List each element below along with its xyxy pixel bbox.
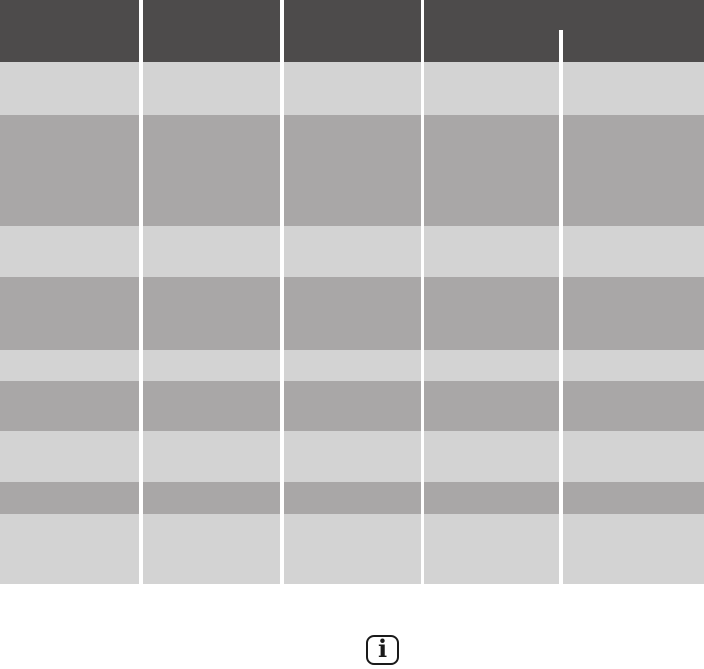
table-cell bbox=[142, 277, 280, 350]
header-cell-merged-4-5 bbox=[424, 0, 704, 62]
table-cell bbox=[424, 62, 560, 115]
data-table bbox=[0, 0, 704, 584]
table-cell bbox=[424, 226, 560, 277]
table-cell bbox=[424, 482, 560, 514]
table-cell bbox=[0, 381, 139, 431]
table-cell bbox=[0, 431, 139, 482]
table-cell bbox=[283, 62, 421, 115]
table-cell bbox=[0, 226, 139, 277]
table-cell bbox=[563, 381, 704, 431]
table-cell bbox=[142, 226, 280, 277]
table-cell bbox=[142, 115, 280, 226]
table-cell bbox=[142, 350, 280, 381]
table-cell bbox=[563, 62, 704, 115]
table-cell bbox=[142, 514, 280, 584]
table-cell bbox=[563, 226, 704, 277]
table-cell bbox=[424, 115, 560, 226]
table-cell bbox=[424, 350, 560, 381]
table-cell bbox=[0, 350, 139, 381]
table-cell bbox=[424, 514, 560, 584]
table-cell bbox=[283, 350, 421, 381]
table-cell bbox=[283, 115, 421, 226]
table-cell bbox=[563, 115, 704, 226]
info-icon-glyph: i bbox=[377, 634, 388, 663]
table-cell bbox=[283, 514, 421, 584]
table-cell bbox=[0, 115, 139, 226]
header-cell-2 bbox=[142, 0, 280, 62]
table-cell bbox=[0, 482, 139, 514]
table-cell bbox=[563, 482, 704, 514]
table-cell bbox=[283, 431, 421, 482]
header-cell-1 bbox=[0, 0, 139, 62]
table-cell bbox=[142, 431, 280, 482]
header-cell-3 bbox=[283, 0, 421, 62]
table-cell bbox=[563, 431, 704, 482]
table-cell bbox=[563, 277, 704, 350]
table-cell bbox=[283, 277, 421, 350]
table-cell bbox=[0, 62, 139, 115]
header-divider-tick bbox=[559, 30, 563, 62]
table-cell bbox=[283, 482, 421, 514]
table-cell bbox=[283, 381, 421, 431]
table-cell bbox=[424, 381, 560, 431]
table-cell bbox=[283, 226, 421, 277]
table-cell bbox=[0, 277, 139, 350]
table-cell bbox=[563, 350, 704, 381]
info-icon: i bbox=[366, 635, 399, 665]
table-cell bbox=[142, 381, 280, 431]
table-cell bbox=[142, 482, 280, 514]
table-cell bbox=[0, 514, 139, 584]
table-cell bbox=[142, 62, 280, 115]
table-cell bbox=[563, 514, 704, 584]
table-cell bbox=[424, 431, 560, 482]
table-cell bbox=[424, 277, 560, 350]
